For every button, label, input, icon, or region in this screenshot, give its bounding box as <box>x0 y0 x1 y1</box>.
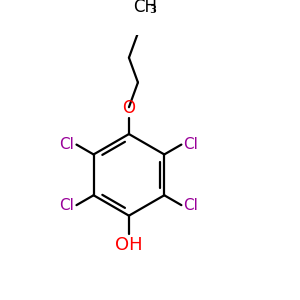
Text: 3: 3 <box>149 4 157 14</box>
Text: Cl: Cl <box>59 137 74 152</box>
Text: Cl: Cl <box>184 137 198 152</box>
Text: CH: CH <box>133 0 157 16</box>
Text: Cl: Cl <box>59 198 74 213</box>
Text: O: O <box>122 99 135 117</box>
Text: OH: OH <box>115 236 143 254</box>
Text: Cl: Cl <box>184 198 198 213</box>
